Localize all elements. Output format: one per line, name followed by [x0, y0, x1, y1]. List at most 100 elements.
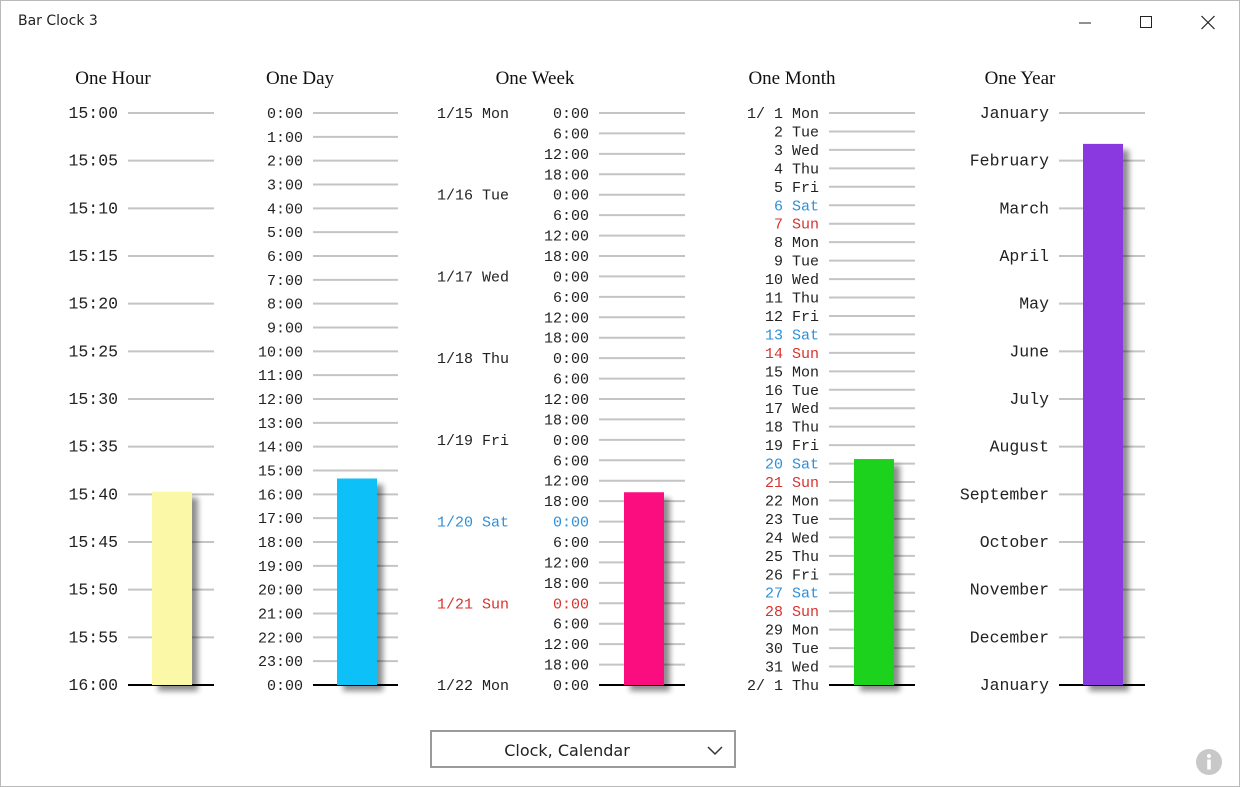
year-column-title: One Year	[984, 68, 1056, 89]
month-tick-label: 16 Tue	[765, 383, 819, 400]
week-tick-label: 6:00	[553, 208, 589, 225]
dropdown-selected-value: Clock, Calendar	[504, 741, 630, 760]
month-tick-label: 18 Thu	[765, 420, 819, 437]
week-tick-label: 12:00	[544, 555, 589, 572]
week-tick-label: 18:00	[544, 412, 589, 429]
month-tick-label: 6 Sat	[774, 198, 819, 215]
year-tick-label: August	[990, 438, 1049, 457]
week-date-label: 1/15 Mon	[437, 106, 509, 123]
month-tick-label: 11 Thu	[765, 291, 819, 308]
month-tick-label: 20 Sat	[765, 457, 819, 474]
day-tick-label: 4:00	[267, 201, 303, 218]
month-tick-label: 27 Sat	[765, 586, 819, 603]
day-column-title: One Day	[265, 68, 335, 89]
month-tick-label: 13 Sat	[765, 327, 819, 344]
week-tick-label: 12:00	[544, 392, 589, 409]
day-tick-label: 12:00	[258, 392, 303, 409]
week-date-label: 1/19 Fri	[437, 433, 509, 450]
close-icon	[1201, 15, 1215, 30]
week-tick-label: 0:00	[553, 678, 589, 695]
month-tick-label: 2/ 1 Thu	[747, 678, 819, 695]
year-tick-label: April	[999, 247, 1049, 266]
year-tick-label: May	[1019, 295, 1049, 314]
close-button[interactable]	[1185, 1, 1231, 45]
month-tick-label: 17 Wed	[765, 401, 819, 418]
week-date-label: 1/16 Tue	[437, 188, 509, 205]
year-tick-label: June	[1009, 342, 1049, 361]
week-date-label: 1/20 Sat	[437, 515, 509, 532]
week-tick-label: 18:00	[544, 658, 589, 675]
week-tick-label: 0:00	[553, 106, 589, 123]
month-tick-label: 7 Sun	[774, 217, 819, 234]
month-tick-label: 12 Fri	[765, 309, 819, 326]
week-date-label: 1/17 Wed	[437, 269, 509, 286]
week-tick-label: 12:00	[544, 474, 589, 491]
month-tick-label: 25 Thu	[765, 549, 819, 566]
week-tick-label: 6:00	[553, 535, 589, 552]
day-tick-label: 3:00	[267, 178, 303, 195]
year-tick-label: March	[999, 199, 1049, 218]
month-tick-label: 14 Sun	[765, 346, 819, 363]
day-tick-label: 6:00	[267, 249, 303, 266]
day-tick-label: 23:00	[258, 654, 303, 671]
day-tick-label: 5:00	[267, 225, 303, 242]
minimize-button[interactable]	[1062, 1, 1108, 45]
year-tick-label: July	[1009, 390, 1049, 409]
year-tick-label: January	[980, 676, 1049, 695]
month-tick-label: 24 Wed	[765, 530, 819, 547]
week-tick-label: 18:00	[544, 167, 589, 184]
month-tick-label: 8 Mon	[774, 235, 819, 252]
week-tick-label: 0:00	[553, 269, 589, 286]
maximize-icon	[1140, 16, 1152, 28]
year-tick-label: September	[960, 485, 1049, 504]
month-tick-label: 9 Tue	[774, 254, 819, 271]
hour-tick-label: 15:15	[68, 247, 118, 266]
week-tick-label: 0:00	[553, 351, 589, 368]
week-tick-label: 0:00	[553, 433, 589, 450]
year-tick-label: February	[970, 152, 1049, 171]
day-tick-label: 21:00	[258, 607, 303, 624]
week-tick-label: 0:00	[553, 515, 589, 532]
week-tick-label: 6:00	[553, 617, 589, 634]
maximize-button[interactable]	[1123, 1, 1169, 45]
day-tick-label: 22:00	[258, 630, 303, 647]
day-tick-label: 0:00	[267, 678, 303, 695]
hour-tick-label: 16:00	[68, 676, 118, 695]
minimize-icon	[1079, 22, 1091, 24]
week-progress-bar	[624, 492, 664, 685]
info-icon[interactable]	[1195, 748, 1223, 776]
week-tick-label: 6:00	[553, 372, 589, 389]
month-tick-label: 1/ 1 Mon	[747, 106, 819, 123]
display-mode-dropdown[interactable]: Clock, Calendar	[430, 730, 736, 768]
day-tick-label: 14:00	[258, 440, 303, 457]
month-tick-label: 3 Wed	[774, 143, 819, 160]
hour-tick-label: 15:50	[68, 581, 118, 600]
day-tick-label: 10:00	[258, 344, 303, 361]
week-tick-label: 6:00	[553, 126, 589, 143]
hour-column-title: One Hour	[75, 68, 151, 89]
week-tick-label: 18:00	[544, 249, 589, 266]
year-tick-label: November	[970, 581, 1049, 600]
month-tick-label: 10 Wed	[765, 272, 819, 289]
day-tick-label: 1:00	[267, 130, 303, 147]
hour-tick-label: 15:00	[68, 104, 118, 123]
week-column-title: One Week	[495, 68, 575, 89]
year-tick-label: January	[980, 104, 1049, 123]
month-tick-label: 22 Mon	[765, 493, 819, 510]
month-tick-label: 5 Fri	[774, 180, 819, 197]
month-tick-label: 19 Fri	[765, 438, 819, 455]
chevron-down-icon	[707, 746, 723, 756]
month-tick-label: 15 Mon	[765, 364, 819, 381]
week-date-label: 1/18 Thu	[437, 351, 509, 368]
month-tick-label: 4 Thu	[774, 161, 819, 178]
hour-tick-label: 15:55	[68, 628, 118, 647]
month-progress-bar	[854, 459, 894, 685]
week-date-label: 1/22 Mon	[437, 678, 509, 695]
year-progress-bar	[1083, 143, 1123, 685]
day-tick-label: 15:00	[258, 464, 303, 481]
day-tick-label: 13:00	[258, 416, 303, 433]
day-tick-label: 0:00	[267, 106, 303, 123]
day-tick-label: 7:00	[267, 273, 303, 290]
